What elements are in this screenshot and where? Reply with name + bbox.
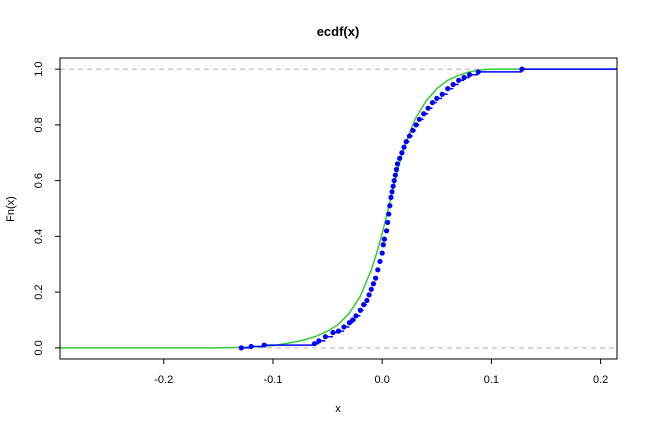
ecdf-point [377,258,383,265]
ecdf-point [248,343,254,350]
ecdf-point [421,111,427,117]
x-axis: -0.2 -0.1 0.0 0.1 0.2 [154,359,608,386]
y-axis-title: Fn(x) [5,196,17,222]
ecdf-point [322,334,328,340]
x-tick-label: 0.1 [484,374,499,386]
ecdf-point [385,219,391,226]
ecdf-point [311,341,318,347]
ecdf-point [238,345,244,351]
ecdf-point [429,99,436,106]
ecdf-point [410,127,416,134]
y-tick-label: 0.0 [33,340,45,355]
ecdf-point [399,150,405,156]
ecdf-point [366,292,372,298]
ecdf-point [316,338,322,344]
ecdf-point [401,144,407,150]
y-axis: 0.0 0.2 0.4 0.6 0.8 1.0 [33,61,60,356]
x-axis-title: x [335,403,341,415]
ecdf-point [368,286,374,292]
y-tick-label: 0.4 [33,229,45,244]
ecdf-point [519,66,525,72]
ecdf-point [330,329,336,336]
ecdf-point [434,95,440,102]
ecdf-point [461,74,467,81]
y-tick-label: 1.0 [33,61,45,76]
ecdf-point [392,172,398,178]
ecdf-point [386,211,392,217]
ecdf-point [380,242,386,248]
ecdf-point [406,133,413,139]
ecdf-point [364,297,370,304]
ecdf-point [466,72,473,78]
plot-frame [59,57,618,360]
ecdf-point [350,317,356,323]
ecdf-point [335,328,342,334]
ecdf-point [403,139,409,145]
ecdf-point [416,116,422,122]
y-tick-label: 0.8 [33,117,45,132]
ecdf-point [413,122,419,128]
ecdf-point [391,178,397,184]
ecdf-point [425,105,431,111]
ecdf-point [389,189,395,195]
ecdf-point [390,183,396,189]
ecdf-point [373,275,379,281]
ecdf-point [361,302,367,308]
ecdf-point [370,281,377,287]
ecdf-point [353,313,359,319]
ecdf-point [388,194,394,200]
ecdf-point [357,307,363,313]
ecdf-point [394,161,401,167]
y-tick-label: 0.6 [33,173,45,188]
x-tick-label: 0.0 [375,374,390,386]
ecdf-point [375,267,381,273]
ecdf-point [381,236,387,242]
ecdf-point [445,86,451,92]
ecdf-point [379,250,385,256]
ecdf-point [383,228,390,234]
y-tick-label: 0.2 [33,284,45,299]
blue-ecdf-series [238,66,617,351]
ecdf-point [475,69,481,75]
ecdf-point [397,155,403,161]
ecdf-point [456,77,462,83]
x-tick-label: 0.2 [593,374,608,386]
ecdf-point [439,91,445,97]
chart-title: ecdf(x) [317,24,360,39]
x-tick-label: -0.1 [263,374,282,386]
ecdf-point [387,203,393,209]
ecdf-point [261,342,267,348]
ecdf-point [450,81,456,88]
ecdf-point [341,324,347,330]
x-tick-label: -0.2 [154,374,173,386]
ecdf-point [393,166,399,173]
